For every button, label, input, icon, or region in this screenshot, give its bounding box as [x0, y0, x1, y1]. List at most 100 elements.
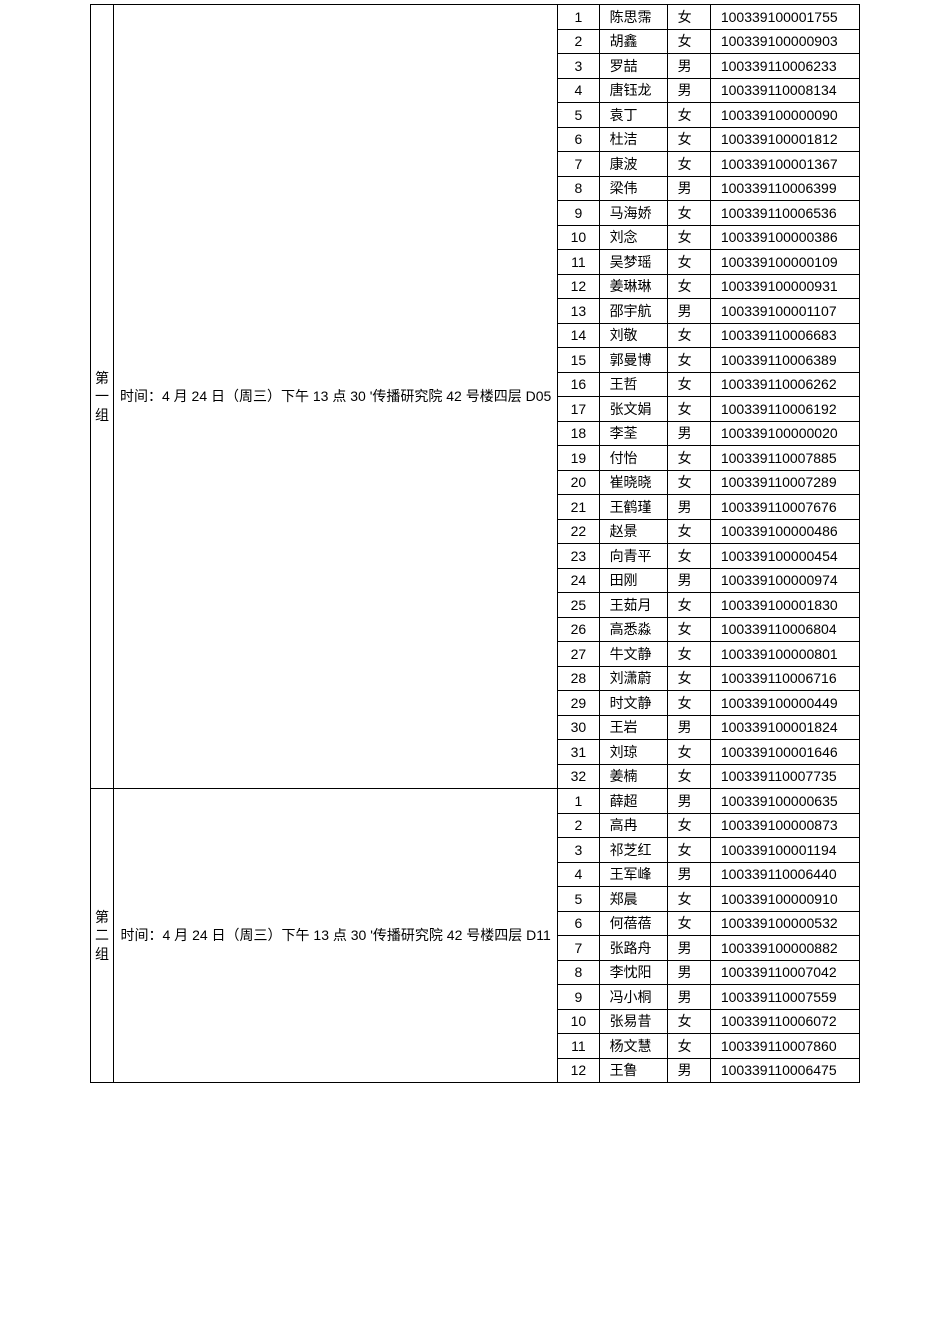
row-id: 100339100001107 [710, 299, 859, 324]
row-id: 100339100000910 [710, 887, 859, 912]
row-id: 100339110006804 [710, 617, 859, 642]
row-id: 100339110008134 [710, 78, 859, 103]
row-gender: 男 [667, 715, 710, 740]
row-index: 24 [558, 568, 599, 593]
row-name: 吴梦瑶 [599, 250, 667, 275]
row-id: 100339100000449 [710, 691, 859, 716]
row-id: 100339100000873 [710, 813, 859, 838]
row-gender: 女 [667, 446, 710, 471]
row-gender: 男 [667, 568, 710, 593]
row-gender: 男 [667, 299, 710, 324]
row-index: 19 [558, 446, 599, 471]
row-id: 100339110007289 [710, 470, 859, 495]
row-index: 3 [558, 838, 599, 863]
row-index: 21 [558, 495, 599, 520]
row-index: 25 [558, 593, 599, 618]
row-name: 梁伟 [599, 176, 667, 201]
row-gender: 女 [667, 250, 710, 275]
schedule-table: 第一组时间：4 月 24 日（周三）下午 13 点 30 '传播研究院 42 号… [90, 4, 860, 1083]
row-index: 8 [558, 176, 599, 201]
row-name: 刘琼 [599, 740, 667, 765]
group-info-cell: 时间：4 月 24 日（周三）下午 13 点 30 '传播研究院 42 号楼四层… [113, 789, 557, 1083]
row-index: 9 [558, 201, 599, 226]
row-gender: 男 [667, 54, 710, 79]
row-id: 100339100000486 [710, 519, 859, 544]
row-index: 22 [558, 519, 599, 544]
row-name: 高冉 [599, 813, 667, 838]
row-name: 杨文慧 [599, 1034, 667, 1059]
row-index: 27 [558, 642, 599, 667]
row-index: 5 [558, 103, 599, 128]
row-gender: 女 [667, 740, 710, 765]
row-name: 冯小桐 [599, 985, 667, 1010]
row-gender: 女 [667, 397, 710, 422]
row-gender: 男 [667, 936, 710, 961]
row-name: 付怡 [599, 446, 667, 471]
row-index: 5 [558, 887, 599, 912]
row-gender: 男 [667, 78, 710, 103]
row-name: 时文静 [599, 691, 667, 716]
row-id: 100339100001830 [710, 593, 859, 618]
row-name: 薛超 [599, 789, 667, 814]
row-index: 26 [558, 617, 599, 642]
row-gender: 男 [667, 985, 710, 1010]
row-name: 祁芝红 [599, 838, 667, 863]
row-index: 28 [558, 666, 599, 691]
row-name: 王茹月 [599, 593, 667, 618]
row-index: 18 [558, 421, 599, 446]
row-gender: 女 [667, 617, 710, 642]
row-id: 100339100000454 [710, 544, 859, 569]
row-gender: 男 [667, 789, 710, 814]
table-row: 第二组时间：4 月 24 日（周三）下午 13 点 30 '传播研究院 42 号… [91, 789, 860, 814]
row-name: 李荃 [599, 421, 667, 446]
row-gender: 女 [667, 1009, 710, 1034]
row-id: 100339100000109 [710, 250, 859, 275]
row-id: 100339100000801 [710, 642, 859, 667]
row-name: 向青平 [599, 544, 667, 569]
row-index: 13 [558, 299, 599, 324]
row-index: 14 [558, 323, 599, 348]
row-index: 29 [558, 691, 599, 716]
row-index: 10 [558, 225, 599, 250]
row-id: 100339100001812 [710, 127, 859, 152]
row-id: 100339100001646 [710, 740, 859, 765]
row-index: 32 [558, 764, 599, 789]
row-name: 郑晨 [599, 887, 667, 912]
row-gender: 女 [667, 666, 710, 691]
group-label-cell: 第一组 [91, 5, 114, 789]
row-index: 20 [558, 470, 599, 495]
row-gender: 女 [667, 127, 710, 152]
row-id: 100339110006389 [710, 348, 859, 373]
row-gender: 女 [667, 152, 710, 177]
row-gender: 女 [667, 348, 710, 373]
row-gender: 女 [667, 691, 710, 716]
row-gender: 女 [667, 225, 710, 250]
row-gender: 女 [667, 372, 710, 397]
row-index: 11 [558, 250, 599, 275]
row-id: 100339100000903 [710, 29, 859, 54]
row-index: 23 [558, 544, 599, 569]
row-gender: 女 [667, 544, 710, 569]
row-id: 100339100000532 [710, 911, 859, 936]
row-index: 10 [558, 1009, 599, 1034]
row-index: 1 [558, 789, 599, 814]
row-name: 刘敬 [599, 323, 667, 348]
row-name: 刘念 [599, 225, 667, 250]
row-index: 6 [558, 127, 599, 152]
row-gender: 女 [667, 1034, 710, 1059]
row-gender: 女 [667, 838, 710, 863]
row-index: 6 [558, 911, 599, 936]
row-name: 郭曼博 [599, 348, 667, 373]
row-gender: 男 [667, 1058, 710, 1083]
row-index: 7 [558, 152, 599, 177]
row-gender: 女 [667, 470, 710, 495]
row-id: 100339110006233 [710, 54, 859, 79]
row-id: 100339110006262 [710, 372, 859, 397]
row-index: 17 [558, 397, 599, 422]
row-index: 8 [558, 960, 599, 985]
row-id: 100339110006716 [710, 666, 859, 691]
row-index: 2 [558, 29, 599, 54]
row-gender: 女 [667, 5, 710, 30]
row-id: 100339110006440 [710, 862, 859, 887]
row-id: 100339110006475 [710, 1058, 859, 1083]
